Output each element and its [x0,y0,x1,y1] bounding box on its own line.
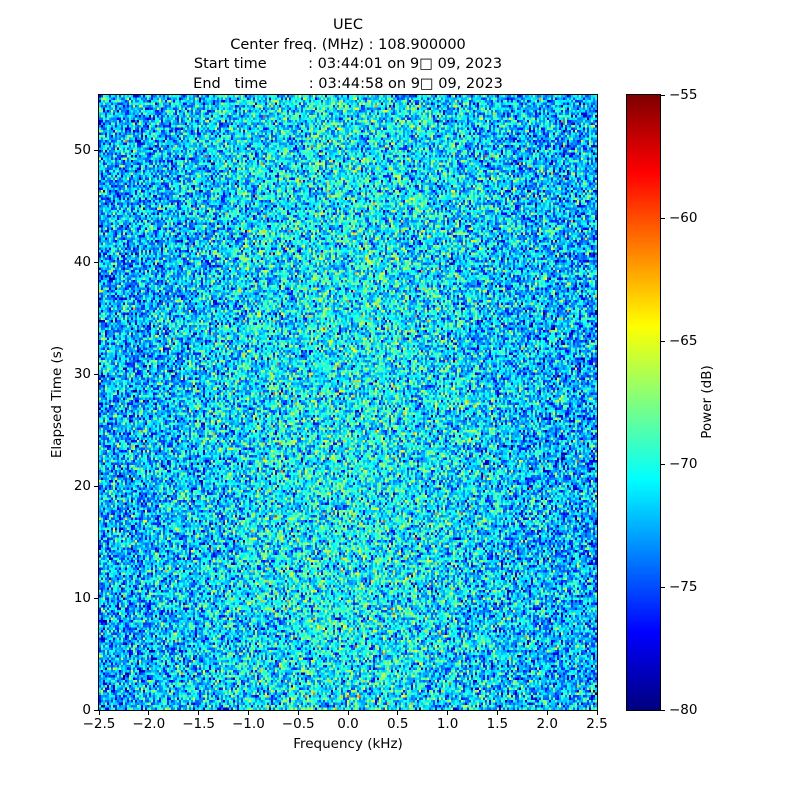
x-tick-mark [496,711,498,715]
x-axis-label: Frequency (kHz) [293,736,403,752]
y-tick-mark [94,374,98,376]
colorbar-tick-label: −55 [669,86,698,103]
colorbar-tick-label: −65 [669,332,698,349]
x-tick-label: 1.5 [486,716,509,732]
x-tick-label: 0.5 [387,716,409,732]
y-tick-mark [94,709,98,711]
figure-title: UEC [333,17,363,33]
y-tick-label: 0 [82,701,91,718]
x-tick-mark [98,711,100,715]
x-tick-label: 2.0 [536,716,558,732]
x-tick-mark [397,711,399,715]
x-tick-label: −2.0 [132,716,166,732]
y-tick-label: 50 [73,142,91,159]
colorbar-tick-label: −60 [669,209,698,226]
colorbar-tick-mark [661,217,665,219]
x-tick-mark [447,711,449,715]
y-tick-label: 10 [73,589,91,606]
x-tick-label: 2.5 [586,716,608,732]
x-tick-label: −1.5 [182,716,215,732]
center-freq-line: Center freq. (MHz) : 108.900000 [230,36,466,53]
start-time-line: Start time : 03:44:01 on 9□ 09, 2023 [193,56,503,72]
colorbar-tick-mark [661,340,665,342]
y-tick-label: 30 [73,366,91,383]
colorbar-tick-mark [661,94,665,96]
x-tick-mark [247,711,249,715]
x-tick-mark [148,711,150,715]
colorbar [626,94,661,711]
x-tick-mark [596,711,598,715]
spectrogram-plot-area [98,94,598,711]
x-tick-mark [546,711,548,715]
figure-title-block: UEC Center freq. (MHz) : 108.900000 Star… [99,16,597,94]
y-tick-mark [94,485,98,487]
x-tick-mark [297,711,299,715]
x-tick-mark [347,711,349,715]
colorbar-tick-label: −80 [669,701,698,718]
y-tick-mark [94,597,98,599]
y-tick-label: 20 [73,477,91,494]
x-tick-label: −1.0 [232,716,265,732]
y-axis-label: Elapsed Time (s) [49,345,65,459]
colorbar-tick-mark [661,586,665,588]
colorbar-tick-label: −75 [669,578,698,595]
colorbar-tick-label: −70 [669,455,698,472]
x-tick-label: 0.0 [337,716,359,732]
x-tick-mark [198,711,200,715]
end-time-line: End time : 03:44:58 on 9□ 09, 2023 [193,75,503,92]
colorbar-label: Power (dB) [699,365,715,439]
x-tick-label: −2.5 [82,716,116,732]
spectrogram-heatmap [99,95,597,710]
x-tick-label: 1.0 [436,716,459,732]
y-tick-mark [94,150,98,152]
y-tick-label: 40 [73,254,91,271]
colorbar-tick-mark [661,463,665,465]
x-tick-label: −0.5 [281,716,315,732]
colorbar-tick-mark [661,709,665,711]
colorbar-gradient [627,95,660,710]
y-tick-mark [94,262,98,264]
